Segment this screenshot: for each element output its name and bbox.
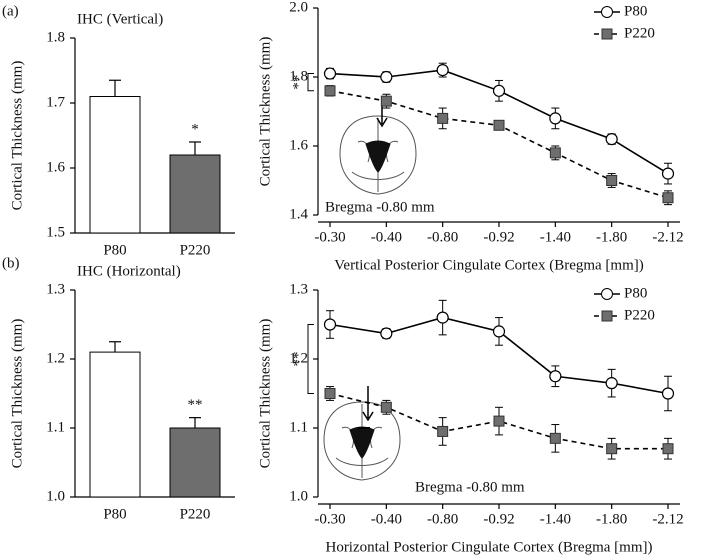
- marker: [380, 327, 393, 340]
- x-tick-label: P80: [103, 242, 126, 258]
- bar: [89, 351, 141, 498]
- chart-title: IHC (Horizontal): [77, 263, 181, 279]
- marker: [662, 192, 674, 204]
- bar: [169, 154, 221, 234]
- y-tick-label: 1.0: [46, 488, 65, 504]
- y-tick-label: 1.7: [46, 94, 65, 110]
- marker: [436, 63, 449, 77]
- brain-illustration: [323, 386, 401, 481]
- marker: [606, 443, 618, 455]
- x-tick-label: P220: [180, 506, 211, 522]
- y-tick-label: 1.4: [289, 206, 308, 222]
- y-axis-label: Cortical Thickness (mm): [9, 61, 25, 211]
- annotation: Bregma -0.80 mm: [325, 199, 435, 215]
- x-tick-label: -0.30: [314, 229, 345, 245]
- y-tick-label: 1.8: [289, 68, 308, 84]
- marker: [493, 415, 505, 427]
- bar: [89, 96, 141, 234]
- marker: [661, 167, 675, 180]
- significance-label: **: [290, 352, 306, 367]
- brain-outline: [323, 401, 401, 481]
- marker: [549, 432, 561, 444]
- x-tick-label: -1.80: [596, 229, 627, 245]
- y-tick-label: 1.6: [289, 137, 308, 153]
- y-axis-label: Cortical Thickness (mm): [9, 319, 25, 469]
- x-tick-label: -0.40: [371, 511, 402, 527]
- legend-marker: [601, 6, 613, 18]
- legend-marker: [601, 310, 613, 322]
- significance-label: *: [191, 121, 199, 137]
- x-tick-label: -0.92: [483, 511, 514, 527]
- marker: [380, 95, 392, 107]
- y-tick-label: 1.1: [289, 419, 308, 435]
- legend-marker: [601, 28, 613, 40]
- x-tick-label: -0.80: [427, 511, 458, 527]
- panel-label: (a): [2, 3, 19, 19]
- chart-title: IHC (Vertical): [77, 11, 163, 27]
- x-tick-label: -0.80: [427, 229, 458, 245]
- x-tick-label: -1.80: [596, 511, 627, 527]
- y-tick-label: 1.0: [289, 488, 308, 504]
- y-tick-label: 1.2: [289, 350, 308, 366]
- bar: [169, 427, 221, 498]
- x-tick-label: -0.30: [314, 511, 345, 527]
- legend-label: P220: [624, 25, 655, 41]
- x-axis-label: Horizontal Posterior Cingulate Cortex (B…: [325, 539, 652, 555]
- y-tick-label: 1.3: [46, 281, 65, 297]
- marker: [661, 387, 675, 400]
- x-tick-label: -0.40: [371, 229, 402, 245]
- marker: [605, 377, 618, 390]
- marker: [492, 84, 506, 97]
- y-tick-label: 1.2: [46, 350, 65, 366]
- x-tick-label: -1.40: [540, 511, 571, 527]
- significance-label: **: [188, 397, 203, 413]
- marker: [324, 85, 336, 97]
- significance-label: **: [290, 75, 306, 90]
- y-axis-label: Cortical Thickness (mm): [257, 37, 273, 187]
- significance-bracket: [307, 324, 314, 394]
- brain-illustration: [339, 98, 417, 195]
- x-tick-label: -0.92: [483, 229, 514, 245]
- legend-label: P80: [624, 285, 647, 301]
- legend-marker: [601, 288, 613, 300]
- y-tick-label: 1.8: [46, 29, 65, 45]
- marker: [380, 401, 392, 413]
- marker: [549, 147, 561, 159]
- marker: [323, 67, 337, 80]
- x-tick-label: P80: [103, 506, 126, 522]
- marker: [437, 112, 449, 124]
- panel-label: (b): [2, 255, 20, 271]
- marker: [662, 443, 674, 455]
- marker: [492, 325, 506, 338]
- y-tick-label: 1.3: [289, 281, 308, 297]
- x-axis-label: Vertical Posterior Cingulate Cortex (Bre…: [334, 257, 644, 273]
- x-tick-label: -1.40: [540, 229, 571, 245]
- marker: [493, 119, 505, 131]
- y-tick-label: 2.0: [289, 0, 308, 15]
- significance-bracket: [307, 73, 314, 92]
- marker: [606, 175, 618, 186]
- legend-label: P80: [624, 3, 647, 19]
- marker: [436, 311, 449, 324]
- brain-outline: [339, 115, 417, 195]
- marker: [549, 370, 562, 383]
- brain-region: [365, 140, 391, 173]
- annotation: Bregma -0.80 mm: [415, 479, 525, 495]
- marker: [549, 112, 562, 125]
- y-tick-label: 1.1: [46, 419, 65, 435]
- marker: [437, 425, 449, 437]
- marker: [323, 318, 337, 331]
- marker: [605, 133, 618, 146]
- x-tick-label: P220: [180, 242, 211, 258]
- marker: [324, 388, 336, 399]
- x-tick-label: -2.12: [652, 511, 683, 527]
- marker: [380, 70, 393, 84]
- y-axis-label: Cortical Thickness (mm): [257, 319, 273, 469]
- legend-label: P220: [624, 307, 655, 323]
- x-tick-label: -2.12: [652, 229, 683, 245]
- y-tick-label: 1.5: [46, 224, 65, 240]
- y-tick-label: 1.6: [46, 159, 65, 175]
